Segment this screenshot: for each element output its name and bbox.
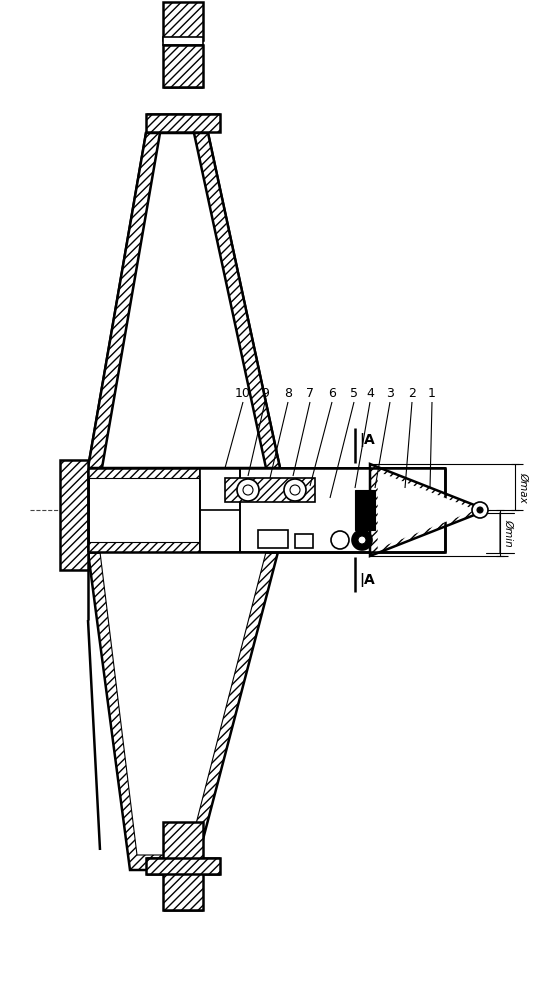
Text: 8: 8	[284, 387, 292, 400]
Bar	[163, 37, 203, 45]
Bar	[88, 468, 445, 552]
Bar	[163, 870, 203, 910]
Text: |A: |A	[359, 573, 375, 587]
Circle shape	[331, 531, 349, 549]
Circle shape	[352, 530, 372, 550]
Bar	[88, 542, 445, 552]
Circle shape	[284, 479, 306, 501]
Bar	[355, 490, 375, 530]
Polygon shape	[370, 464, 487, 556]
Circle shape	[358, 536, 366, 544]
Polygon shape	[378, 472, 475, 548]
Bar	[163, 860, 203, 868]
Bar	[258, 530, 288, 548]
Text: 2: 2	[408, 387, 416, 400]
Polygon shape	[194, 133, 280, 468]
Circle shape	[472, 502, 488, 518]
Text: 3: 3	[386, 387, 394, 400]
Bar	[146, 858, 220, 874]
Circle shape	[290, 485, 300, 495]
Text: Ømin: Ømin	[504, 519, 514, 547]
Bar	[60, 460, 88, 570]
Circle shape	[237, 479, 259, 501]
Circle shape	[243, 485, 253, 495]
Text: 10: 10	[235, 387, 251, 400]
Bar	[163, 2, 203, 40]
Polygon shape	[88, 133, 160, 468]
Bar	[200, 468, 445, 552]
Text: 4: 4	[366, 387, 374, 400]
Bar	[163, 822, 203, 860]
Text: 7: 7	[306, 387, 314, 400]
Text: |A: |A	[359, 433, 375, 447]
Bar	[200, 468, 240, 552]
Polygon shape	[100, 552, 266, 855]
Bar	[225, 478, 315, 502]
Bar	[295, 534, 313, 548]
Bar	[88, 468, 445, 478]
Text: 9: 9	[261, 387, 269, 400]
Bar	[163, 45, 203, 87]
Text: 6: 6	[328, 387, 336, 400]
Text: 5: 5	[350, 387, 358, 400]
Circle shape	[477, 507, 483, 513]
Bar	[146, 114, 220, 132]
Polygon shape	[88, 133, 280, 468]
Polygon shape	[88, 552, 278, 870]
Text: Ømax: Ømax	[519, 472, 529, 502]
Text: 1: 1	[428, 387, 436, 400]
